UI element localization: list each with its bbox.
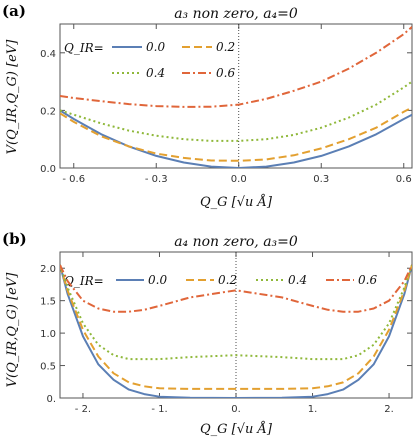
y-tick-label: 0.5 bbox=[40, 362, 56, 373]
legend-label: 0.2 bbox=[216, 40, 235, 54]
legend-label: 0.2 bbox=[218, 273, 237, 287]
panel-b-ylabel: V(Q_IR,Q_G) [eV] bbox=[5, 272, 20, 388]
series-line-0-2 bbox=[60, 106, 412, 162]
panel-b-label: (b) bbox=[2, 230, 27, 248]
x-tick-label: 1. bbox=[308, 404, 318, 415]
y-tick-label: 1.0 bbox=[40, 329, 56, 340]
y-tick-label: 0.4 bbox=[40, 49, 56, 60]
x-tick-label: - 1. bbox=[151, 404, 167, 415]
series-line-0-4 bbox=[60, 80, 412, 142]
x-tick-label: - 2. bbox=[75, 404, 91, 415]
x-tick-label: - 0.3 bbox=[145, 174, 168, 185]
y-tick-label: 0. bbox=[46, 394, 56, 405]
panel-a-title: a₃ non zero, a₄=0 bbox=[174, 6, 298, 22]
legend-label: 0.4 bbox=[288, 273, 307, 287]
x-tick-label: 0.3 bbox=[313, 174, 329, 185]
x-tick-label: 0.0 bbox=[231, 174, 247, 185]
legend-label: 0.0 bbox=[146, 40, 165, 54]
series-line-0-6 bbox=[60, 26, 412, 108]
panel-b: (b) a₄ non zero, a₃=0 Q_G [√u Å] V(Q_IR,… bbox=[2, 230, 413, 437]
series-line-0-2 bbox=[60, 264, 412, 390]
series-line-0-0 bbox=[60, 109, 412, 168]
panel-b-legend-title: Q_IR= bbox=[64, 274, 104, 288]
panel-a-label: (a) bbox=[2, 2, 26, 20]
x-tick-label: 2. bbox=[384, 404, 394, 415]
series-line-0-0 bbox=[60, 264, 412, 398]
legend-label: 0.0 bbox=[148, 273, 167, 287]
x-tick-label: - 0.6 bbox=[62, 174, 85, 185]
y-tick-label: 2.0 bbox=[40, 264, 56, 275]
y-tick-label: 1.5 bbox=[40, 297, 56, 308]
legend-label: 0.6 bbox=[216, 66, 235, 80]
panel-a-legend-title: Q_IR= bbox=[64, 41, 104, 55]
legend-label: 0.4 bbox=[146, 66, 165, 80]
panel-b-xlabel: Q_G [√u Å] bbox=[200, 421, 273, 437]
panel-a-xlabel: Q_G [√u Å] bbox=[200, 194, 273, 210]
y-tick-label: 0.0 bbox=[40, 164, 56, 175]
series-line-0-6 bbox=[60, 264, 412, 313]
x-tick-label: 0. bbox=[231, 404, 241, 415]
panel-a-frame bbox=[59, 23, 413, 169]
x-tick-label: 0.6 bbox=[396, 174, 412, 185]
panel-b-title: a₄ non zero, a₃=0 bbox=[174, 234, 298, 250]
legend-label: 0.6 bbox=[358, 273, 377, 287]
y-tick-label: 0.2 bbox=[40, 106, 56, 117]
panel-a: (a) a₃ non zero, a₄=0 Q_G [√u Å] V(Q_IR,… bbox=[2, 2, 413, 210]
series-line-0-4 bbox=[60, 264, 412, 361]
panel-a-ylabel: V(Q_IR,Q_G) [eV] bbox=[5, 39, 20, 155]
